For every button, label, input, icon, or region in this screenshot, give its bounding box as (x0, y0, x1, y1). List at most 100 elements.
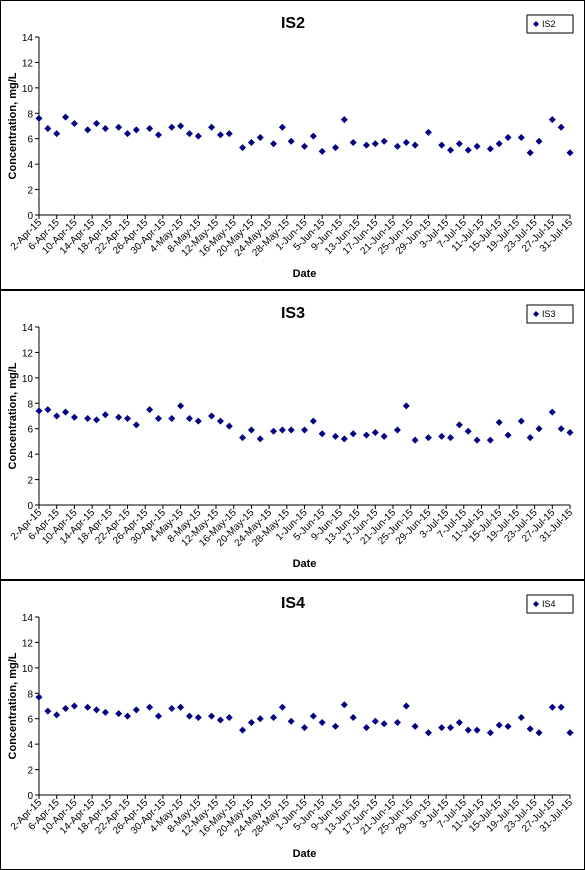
y-tick-label: 8 (27, 399, 33, 410)
marker (115, 413, 123, 421)
marker (208, 123, 216, 131)
marker (340, 701, 348, 709)
marker (44, 406, 52, 414)
legend-marker (533, 21, 539, 27)
marker (371, 717, 379, 725)
marker (411, 722, 419, 730)
marker (473, 436, 481, 444)
marker (548, 116, 556, 124)
marker (287, 426, 295, 434)
marker (216, 131, 224, 139)
y-tick-label: 12 (22, 58, 34, 69)
marker (526, 149, 534, 157)
marker (362, 724, 370, 732)
marker (309, 417, 317, 425)
marker (208, 412, 216, 420)
marker (35, 114, 43, 122)
marker (331, 144, 339, 152)
marker (349, 139, 357, 147)
marker (473, 142, 481, 150)
marker (393, 719, 401, 727)
marker (93, 416, 101, 424)
marker (44, 707, 52, 715)
x-axis-label: Date (293, 558, 317, 570)
marker (455, 140, 463, 148)
marker (526, 434, 534, 442)
marker (124, 712, 131, 720)
chart-title: IS3 (281, 305, 305, 322)
x-axis-label: Date (293, 268, 317, 280)
y-tick-label: 0 (27, 791, 33, 802)
marker (380, 137, 388, 145)
legend-label: IS2 (542, 19, 556, 29)
y-tick-label: 12 (22, 348, 34, 359)
marker (371, 140, 379, 148)
marker (278, 703, 286, 711)
marker (393, 426, 401, 434)
marker (362, 431, 370, 439)
y-tick-label: 10 (22, 84, 34, 95)
x-axis-label: Date (293, 848, 317, 860)
y-tick-label: 14 (22, 323, 34, 334)
marker (535, 137, 543, 145)
marker (548, 408, 556, 416)
marker (548, 703, 556, 711)
marker (402, 402, 410, 410)
marker (53, 412, 61, 420)
chart-panel: IS4024681012142-Apr-156-Apr-1510-Apr-151… (0, 580, 585, 870)
marker (84, 415, 92, 423)
marker (177, 703, 185, 711)
marker (566, 149, 574, 157)
marker (146, 125, 154, 133)
marker (168, 123, 176, 131)
y-tick-label: 6 (27, 715, 33, 726)
marker (270, 140, 278, 148)
marker (486, 729, 494, 737)
marker (132, 126, 140, 134)
marker (35, 693, 43, 701)
y-tick-label: 12 (22, 638, 34, 649)
marker (464, 146, 472, 154)
marker (256, 715, 264, 723)
marker (464, 726, 472, 734)
marker (287, 137, 295, 145)
marker (402, 139, 410, 147)
marker (53, 130, 61, 138)
marker (53, 711, 61, 719)
marker (301, 724, 308, 732)
marker (168, 705, 176, 713)
marker (331, 722, 339, 730)
marker (154, 131, 162, 139)
y-tick-label: 6 (27, 425, 33, 436)
marker (35, 407, 43, 415)
marker (455, 719, 463, 727)
y-axis-label: Concentration, mg/L (7, 652, 19, 759)
marker (318, 430, 326, 438)
marker (438, 141, 446, 149)
marker (239, 144, 247, 152)
chart-panel: IS2024681012142-Apr-156-Apr-1510-Apr-151… (0, 0, 585, 290)
y-tick-label: 4 (27, 740, 33, 751)
marker (146, 406, 154, 414)
marker (340, 435, 348, 443)
marker (185, 415, 193, 423)
marker (473, 726, 481, 734)
marker (557, 123, 565, 131)
legend-label: IS3 (542, 309, 556, 319)
marker (447, 434, 455, 442)
legend-label: IS4 (542, 599, 556, 609)
marker (349, 713, 357, 721)
y-tick-label: 2 (27, 186, 33, 197)
marker (185, 130, 193, 138)
marker (526, 725, 534, 733)
marker (301, 142, 308, 150)
y-axis-label: Concentration, mg/L (7, 72, 19, 179)
marker (380, 432, 388, 440)
marker (194, 713, 202, 721)
marker (124, 130, 131, 138)
marker (278, 426, 286, 434)
marker (177, 122, 185, 130)
marker (402, 702, 410, 710)
marker (216, 417, 224, 425)
marker (495, 721, 503, 729)
